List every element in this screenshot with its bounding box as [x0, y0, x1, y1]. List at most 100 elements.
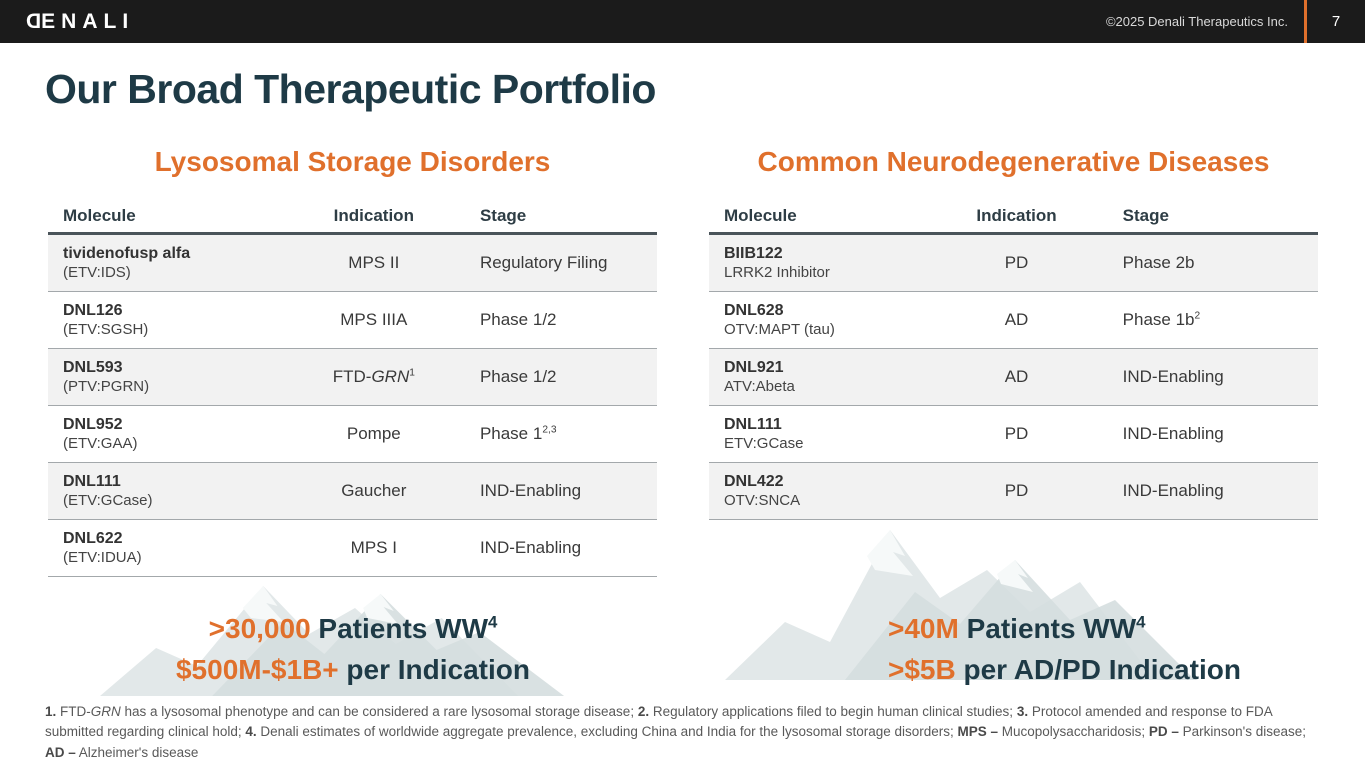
text-segment: 2. [637, 704, 650, 719]
molecule-cell: DNL111 ETV:GCase [709, 415, 940, 454]
stat-superscript: 4 [1136, 612, 1146, 632]
stats-lysosomal: >30,000 Patients WW4 $500M-$1B+ per Indi… [48, 608, 658, 691]
stat-line-patients: >40M Patients WW4 [888, 608, 1241, 649]
table-row: tividenofusp alfa (ETV:IDS) MPS II Regulato… [48, 235, 657, 293]
molecule-name: tividenofusp alfa [63, 244, 191, 262]
text-segment: Phase 2b [1122, 253, 1195, 273]
text-segment: AD – [45, 744, 76, 760]
molecule-subtitle: (ETV:GCase) [63, 491, 153, 509]
indication-cell: Pompe [298, 424, 450, 444]
text-segment: 2 [1194, 310, 1201, 322]
molecule-name: DNL593 [63, 358, 123, 376]
header-divider [1304, 0, 1307, 43]
text-segment: IND-Enabling [1122, 367, 1224, 387]
text-segment: Regulatory Filing [479, 253, 608, 273]
text-segment: Phase 1/2 [479, 367, 557, 387]
stats-neurodegenerative: >40M Patients WW4 >$5B per AD/PD Indicat… [888, 608, 1241, 691]
text-segment: PD [1004, 253, 1029, 273]
section-heading: Common Neurodegenerative Diseases [757, 146, 1270, 177]
denali-logo: DENALI [20, 10, 134, 34]
portfolio-table-lysosomal: Molecule Indication Stage tividenofusp a… [48, 199, 657, 578]
text-segment: Denali estimates of worldwide aggregate … [256, 724, 958, 740]
indication-cell: Gaucher [298, 481, 450, 501]
molecule-cell: DNL921 ATV:Abeta [709, 358, 940, 397]
molecule-cell: DNL593 (PTV:PGRN) [48, 358, 298, 397]
text-segment: IND-Enabling [479, 481, 582, 501]
table-row: DNL111 (ETV:GCase) Gaucher IND-Enabling [48, 463, 657, 521]
molecule-subtitle: (ETV:IDS) [63, 263, 131, 281]
indication-cell: PD [940, 424, 1092, 444]
column-header-molecule: Molecule [724, 205, 797, 225]
text-segment: 4. [245, 724, 257, 740]
column-header-stage: Stage [1122, 205, 1169, 225]
text-segment: PD – [1148, 724, 1179, 740]
molecule-name: DNL111 [63, 472, 121, 490]
indication-cell: MPS I [298, 538, 450, 558]
stage-cell: Phase 1b2 [1093, 310, 1318, 330]
stage-cell: IND-Enabling [450, 481, 657, 501]
molecule-subtitle: ATV:Abeta [724, 377, 795, 395]
stage-cell: Regulatory Filing [450, 253, 657, 273]
text-segment: AD [1004, 367, 1029, 387]
molecule-subtitle: (PTV:PGRN) [63, 377, 150, 395]
text-segment: IND-Enabling [479, 538, 582, 558]
mountain-graphic-right [725, 530, 1195, 680]
stage-cell: Phase 1/2 [450, 367, 657, 387]
stat-text: Patients WW [310, 613, 488, 644]
stage-cell: IND-Enabling [1093, 481, 1318, 501]
molecule-subtitle: (ETV:GAA) [63, 434, 138, 452]
molecule-name: BIIB122 [724, 244, 783, 262]
mountain-graphic-left [100, 586, 565, 696]
stat-accent: >30,000 [208, 613, 311, 644]
text-segment: Mucopolysaccharidosis; [998, 724, 1149, 740]
stage-cell: IND-Enabling [1093, 367, 1318, 387]
text-segment: MPS IIIA [340, 310, 408, 330]
table-body: tividenofusp alfa (ETV:IDS) MPS II Regulato… [48, 235, 657, 578]
molecule-name: DNL111 [724, 415, 782, 433]
molecule-cell: DNL126 (ETV:SGSH) [48, 301, 298, 340]
stage-cell: IND-Enabling [1093, 424, 1318, 444]
stat-accent: >40M [888, 613, 959, 644]
text-segment: Regulatory applications filed to begin h… [649, 704, 1017, 719]
indication-cell: PD [940, 481, 1092, 501]
text-segment: PD [1004, 481, 1029, 501]
molecule-name: DNL622 [63, 529, 123, 547]
page-number: 7 [1331, 13, 1341, 30]
indication-cell: PD [940, 253, 1092, 273]
stat-line-patients: >30,000 Patients WW4 [48, 608, 658, 649]
stat-line-market: $500M-$1B+ per Indication [48, 649, 658, 690]
logo-letters: ENALI [41, 9, 135, 33]
text-segment: Phase 1/2 [479, 310, 557, 330]
content-columns: Lysosomal Storage Disorders Molecule Ind… [48, 146, 1318, 578]
text-segment: 3. [1016, 704, 1029, 719]
molecule-name: DNL126 [63, 301, 123, 319]
stage-cell: Phase 1/2 [450, 310, 657, 330]
column-header-stage: Stage [479, 205, 527, 225]
stat-text: Patients WW [958, 613, 1137, 644]
text-segment: Gaucher [341, 481, 407, 501]
text-segment: Phase 1b [1122, 310, 1195, 330]
stat-accent: $500M-$1B+ [175, 654, 339, 686]
portfolio-table-neurodegenerative: Molecule Indication Stage BIIB122 LRRK2 I… [709, 199, 1318, 521]
text-segment: IND-Enabling [1122, 424, 1224, 444]
text-segment: FTD- [332, 367, 372, 387]
logo-letter-d: D [20, 9, 42, 33]
indication-cell: AD [940, 310, 1092, 330]
table-header-row: Molecule Indication Stage [48, 199, 657, 236]
text-segment: FTD- [56, 704, 91, 719]
text-segment: IND-Enabling [1122, 481, 1224, 501]
stage-cell: IND-Enabling [450, 538, 657, 558]
table-row: DNL952 (ETV:GAA) Pompe Phase 12,3 [48, 406, 657, 464]
molecule-cell: DNL111 (ETV:GCase) [48, 472, 298, 511]
table-header-row: Molecule Indication Stage [709, 199, 1318, 236]
text-segment: 1. [45, 704, 57, 719]
text-segment: GRN [90, 704, 121, 719]
molecule-subtitle: (ETV:SGSH) [63, 320, 149, 338]
text-segment: Protocol amended and response to FDA sub… [45, 704, 1272, 740]
molecule-name: DNL921 [724, 358, 784, 376]
molecule-subtitle: LRRK2 Inhibitor [724, 263, 830, 281]
text-segment: Parkinson's disease; [1178, 724, 1307, 740]
column-header-molecule: Molecule [63, 205, 136, 225]
molecule-name: DNL628 [724, 301, 784, 319]
